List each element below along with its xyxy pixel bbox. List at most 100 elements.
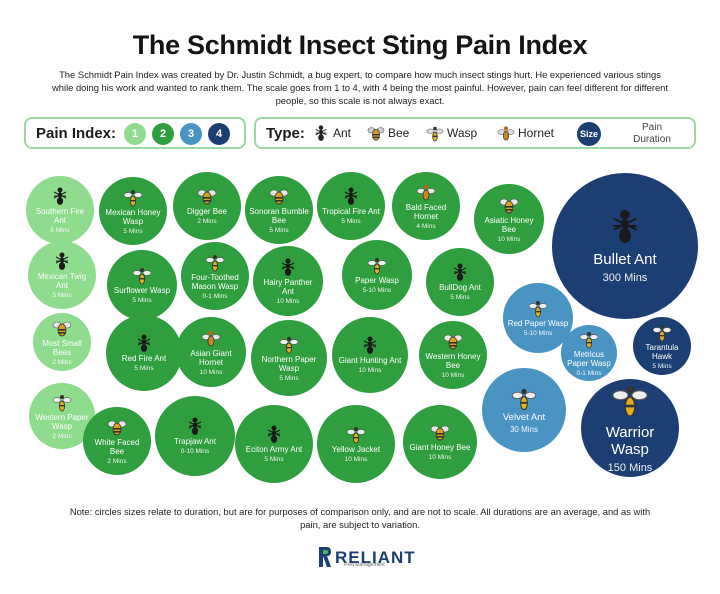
insect-name: Paper Wasp <box>355 276 399 285</box>
wasp-icon <box>652 322 672 342</box>
insect-name: Giant Hunting Ant <box>338 356 402 365</box>
ant-icon <box>264 424 284 444</box>
insect-name: Southern Fire Ant <box>35 206 85 225</box>
insect-bubble: Mexican Honey Wasp 5 Mins <box>99 177 167 245</box>
insect-bubble: Red Paper Wasp 5-10 Mins <box>503 283 573 353</box>
insect-duration: 10 Mins <box>276 297 300 305</box>
insect-duration: 300 Mins <box>602 271 648 284</box>
insect-duration: 5 Mins <box>134 365 154 372</box>
page-title: The Schmidt Insect Sting Pain Index <box>132 30 588 60</box>
insect-name: Tropical Fire Ant <box>322 207 380 216</box>
ant-icon <box>360 335 380 355</box>
wasp-icon <box>367 255 387 275</box>
insect-name: Giant Honey Bee <box>409 443 471 452</box>
wasp-icon <box>426 126 444 142</box>
insect-bubble: Digger Bee 2 Mins <box>173 172 241 240</box>
insect-name: Northern Paper Wasp <box>261 354 317 373</box>
insect-bubble: Yellow Jacket 10 Mins <box>317 405 395 483</box>
type-wasp-label: Wasp <box>447 126 478 140</box>
insect-name: Bald Faced Hornet <box>405 202 447 221</box>
ant-icon <box>450 262 470 282</box>
wasp-icon <box>528 298 548 318</box>
bee-icon <box>52 318 72 338</box>
insect-duration: 0-1 Mins <box>202 292 228 300</box>
insect-duration: 5 Mins <box>269 226 289 234</box>
type-bee: Bee <box>367 124 409 142</box>
insect-name: Red Paper Wasp <box>507 319 569 328</box>
insect-name: Mexican Honey Wasp <box>105 207 161 226</box>
ant-icon <box>50 186 70 206</box>
ant-icon <box>134 333 154 353</box>
insect-duration: 2 Mins <box>107 457 127 465</box>
insect-name: BullDog Ant <box>439 283 481 292</box>
insect-bubble: Red Fire Ant 5 Mins <box>106 315 182 391</box>
insect-bubble: Four-Toothed Mason Wasp 0-1 Mins <box>181 242 249 310</box>
bee-icon <box>430 422 450 442</box>
wasp-icon <box>579 329 599 349</box>
insect-duration: 10 Mins <box>428 454 452 461</box>
insect-bubble: Bullet Ant 300 Mins <box>552 173 698 319</box>
bee-icon <box>269 186 289 206</box>
insect-name: Yellow Jacket <box>331 445 381 454</box>
insect-name: Metricus Paper Wasp <box>567 349 611 368</box>
size-legend-circle: Size <box>577 122 601 146</box>
insect-duration: 10 Mins <box>441 371 465 379</box>
bee-icon <box>197 186 217 206</box>
insect-name: Velvet Ant <box>502 412 546 423</box>
insect-bubble: Tropical Fire Ant 5 Mins <box>317 172 385 240</box>
footnote: Note: circles sizes relate to duration, … <box>69 506 651 530</box>
insect-duration: 5 Mins <box>652 362 672 370</box>
insect-bubble: Giant Hunting Ant 10 Mins <box>332 317 408 393</box>
insect-name: Asian Giant Hornet <box>190 348 232 367</box>
insect-bubble: Northern Paper Wasp 5 Mins <box>251 320 327 396</box>
type-legend: Type: Ant Bee Wasp Hornet Size Pain Dura… <box>254 117 696 149</box>
insect-name: Four-Toothed Mason Wasp <box>191 272 239 291</box>
wasp-icon <box>279 334 299 354</box>
insect-bubble: Giant Honey Bee 10 Mins <box>403 405 477 479</box>
insect-duration: 10 Mins <box>358 367 382 374</box>
wasp-icon <box>511 385 537 411</box>
level-3-badge: 3 <box>180 123 202 145</box>
insect-duration: 10 Mins <box>199 368 223 376</box>
insect-name: Tarantula Hawk <box>645 342 679 361</box>
insect-name: Surflower Wasp <box>113 286 171 295</box>
insect-name: Most Small Bees <box>42 338 82 357</box>
insect-duration: 2 Mins <box>52 358 72 366</box>
bee-icon <box>367 127 385 141</box>
insect-bubble: Eciton Army Ant 5 Mins <box>235 405 313 483</box>
insect-duration: 5 Mins <box>279 374 299 382</box>
wasp-icon <box>346 424 366 444</box>
insect-bubble: Southern Fire Ant 5 Mins <box>26 176 94 244</box>
insect-bubble: Most Small Bees 2 Mins <box>33 313 91 371</box>
insect-name: Sonoran Bumble Bee <box>249 206 309 225</box>
insect-bubble: Paper Wasp 5-10 Mins <box>342 240 412 310</box>
insect-bubble: Trapjaw Ant 0-10 Mins <box>155 396 235 476</box>
insect-name: White Faced Bee <box>94 437 140 456</box>
insect-duration: 10 Mins <box>344 456 368 463</box>
insect-duration: 5 Mins <box>132 297 152 304</box>
bee-icon <box>107 417 127 437</box>
size-legend-text: Pain Duration <box>633 122 671 145</box>
hornet-icon <box>201 328 221 348</box>
wasp-icon <box>132 265 152 285</box>
insect-name: Red Fire Ant <box>121 354 167 363</box>
insect-bubble: Western Honey Bee 10 Mins <box>419 321 487 389</box>
hornet-icon <box>497 126 515 141</box>
type-hornet-label: Hornet <box>518 126 555 140</box>
ant-icon <box>315 125 327 142</box>
insect-bubble: Sonoran Bumble Bee 5 Mins <box>245 176 313 244</box>
insect-name: Asiatic Honey Bee <box>484 215 534 234</box>
type-hornet: Hornet <box>497 124 554 142</box>
insect-bubble: Metricus Paper Wasp 0-1 Mins <box>561 325 617 381</box>
intro-text: The Schmidt Pain Index was created by Dr… <box>52 69 668 106</box>
ant-icon <box>278 257 298 277</box>
brand-logo: RELIANT Pest Management <box>318 545 416 569</box>
insect-duration: 5 Mins <box>264 456 284 463</box>
insect-duration: 5 Mins <box>341 218 361 225</box>
pain-index-legend: Pain Index: 1 2 3 4 <box>24 117 246 149</box>
bee-icon <box>443 331 463 351</box>
insect-bubble: Asian Giant Hornet 10 Mins <box>176 317 246 387</box>
insect-duration: 0-1 Mins <box>576 369 602 377</box>
type-ant-label: Ant <box>333 126 352 140</box>
insect-name: Trapjaw Ant <box>174 437 216 446</box>
